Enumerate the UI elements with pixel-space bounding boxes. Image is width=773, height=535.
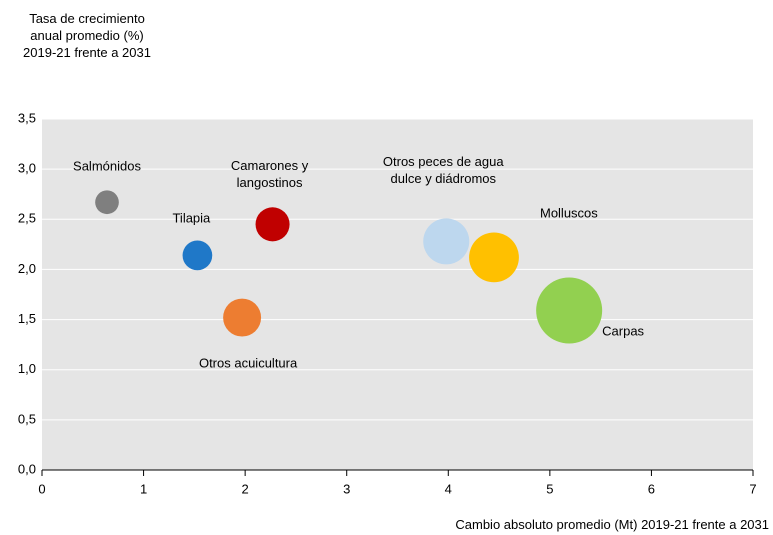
bubble-label: Otros peces de agua dulce y diádromos bbox=[382, 154, 504, 187]
x-tick-label: 1 bbox=[140, 481, 147, 496]
bubble bbox=[423, 218, 470, 265]
y-tick-label: 2,0 bbox=[18, 261, 36, 276]
x-tick-label: 4 bbox=[445, 481, 452, 496]
plot-area bbox=[42, 119, 753, 470]
y-tick-label: 3,0 bbox=[18, 161, 36, 176]
x-axis-title: Cambio absoluto promedio (Mt) 2019-21 fr… bbox=[455, 517, 769, 532]
bubble bbox=[223, 298, 262, 337]
x-tick-label: 2 bbox=[242, 481, 249, 496]
bubble bbox=[95, 190, 119, 215]
x-tick-label: 7 bbox=[749, 481, 756, 496]
bubble-label: Tilapia bbox=[172, 210, 211, 226]
bubble bbox=[536, 277, 603, 344]
y-axis-title: Tasa de crecimiento anual promedio (%) 2… bbox=[23, 11, 151, 60]
x-tick-label: 3 bbox=[343, 481, 350, 496]
bubble-label: Molluscos bbox=[539, 205, 598, 221]
y-tick-label: 0,5 bbox=[18, 411, 36, 426]
x-tick-label: 0 bbox=[38, 481, 45, 496]
bubble bbox=[182, 240, 213, 271]
bubble-label: Otros acuicultura bbox=[198, 355, 298, 371]
bubble-label: Camarones y langostinos bbox=[230, 158, 309, 191]
bubble-label: Salmónidos bbox=[73, 158, 141, 174]
bubble-label: Carpas bbox=[602, 323, 645, 339]
y-tick-label: 1,0 bbox=[18, 361, 36, 376]
x-tick-label: 6 bbox=[648, 481, 655, 496]
y-tick-label: 0,0 bbox=[18, 461, 36, 476]
y-tick-label: 1,5 bbox=[18, 311, 36, 326]
y-tick-label: 3,5 bbox=[18, 110, 36, 125]
y-tick-label: 2,5 bbox=[18, 211, 36, 226]
bubble bbox=[255, 207, 290, 242]
x-tick-label: 5 bbox=[546, 481, 553, 496]
bubble bbox=[469, 232, 519, 283]
